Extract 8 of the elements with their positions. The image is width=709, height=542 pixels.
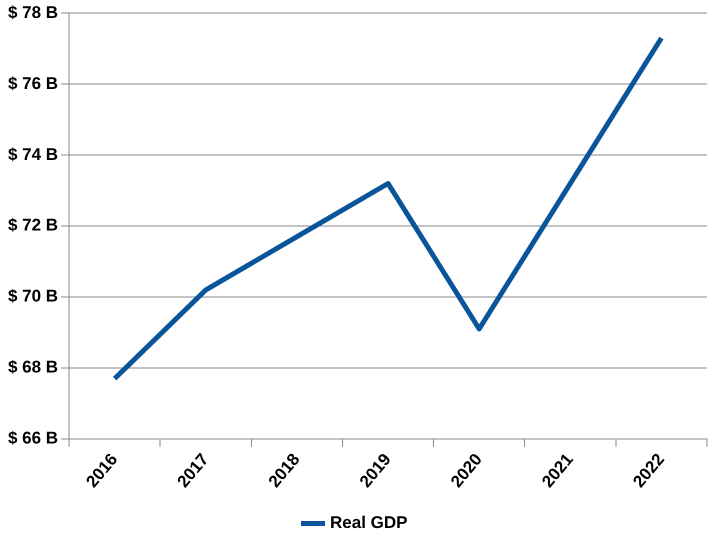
legend-label: Real GDP xyxy=(330,513,408,532)
y-tick-label: $ 70 B xyxy=(8,286,58,306)
y-tick-label: $ 72 B xyxy=(8,216,58,235)
y-tick-label: $ 78 B xyxy=(8,2,58,22)
y-tick-label: $ 74 B xyxy=(8,144,58,164)
y-tick-label: $ 76 B xyxy=(8,74,58,93)
y-tick-label: $ 66 B xyxy=(8,428,58,448)
y-tick-label: $ 68 B xyxy=(8,358,58,377)
